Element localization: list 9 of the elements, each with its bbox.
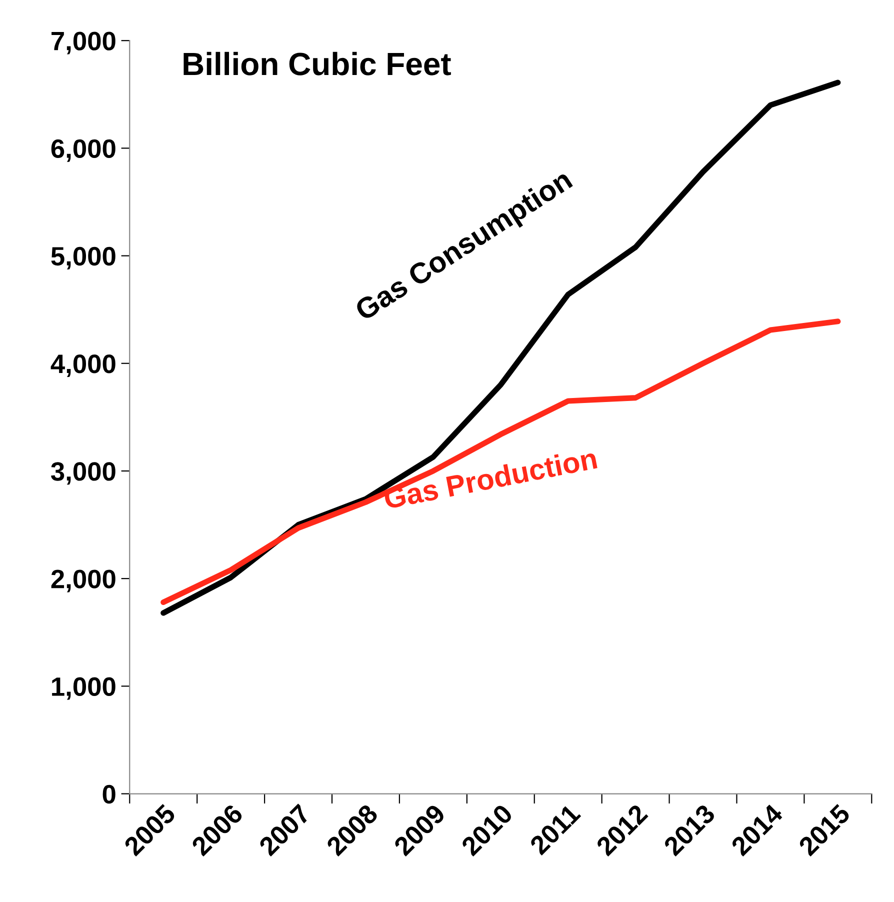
y-tick-label: 1,000 bbox=[52, 677, 116, 700]
y-tick-label: 7,000 bbox=[52, 32, 116, 54]
y-tick-label: 5,000 bbox=[51, 246, 116, 270]
y-tick-label: 3,000 bbox=[51, 462, 116, 485]
y-tick-label: 4,000 bbox=[50, 354, 116, 378]
y-tick-label: 6,000 bbox=[51, 139, 116, 162]
y-tick-label: 2,000 bbox=[51, 570, 116, 592]
chart-title: Billion Cubic Feet bbox=[184, 52, 451, 76]
y-tick-label: 0 bbox=[102, 784, 116, 804]
